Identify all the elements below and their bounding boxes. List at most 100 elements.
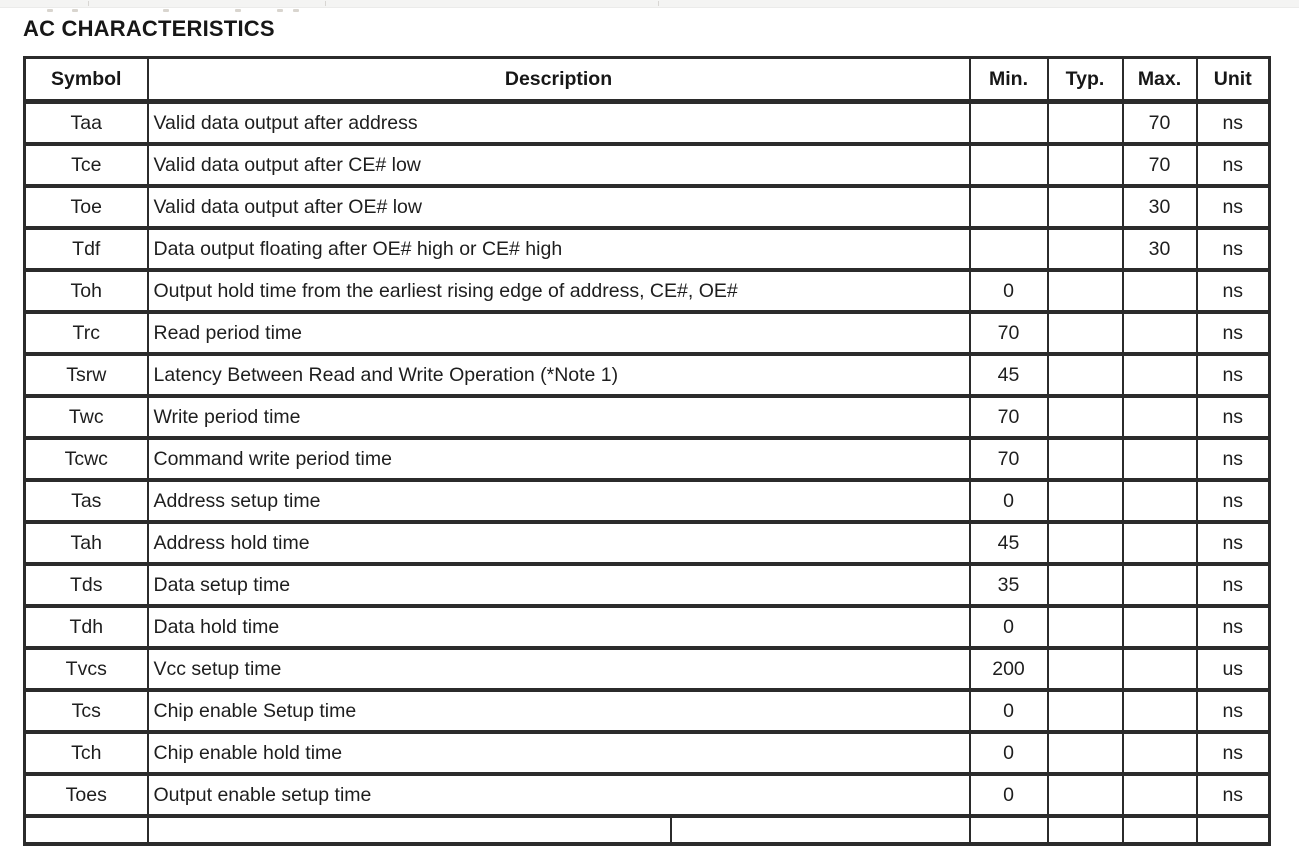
symbol-cell: Tcs <box>23 689 149 734</box>
table-row: Tcs Chip enable Setup time 0 ns <box>23 689 1271 734</box>
table-row: Tas Address setup time 0 ns <box>23 479 1271 524</box>
unit-cell: ns <box>1195 563 1271 608</box>
min-cell: 45 <box>968 353 1049 398</box>
unit-cell: ns <box>1195 731 1271 776</box>
typ-cell <box>1046 605 1124 650</box>
typ-cell <box>1046 689 1124 734</box>
description-cell: Chip enable hold time <box>146 731 971 776</box>
table-row: Toh Output hold time from the earliest r… <box>23 269 1271 314</box>
table-row: Taa Valid data output after address 70 n… <box>23 100 1271 146</box>
symbol-cell: Tdf <box>23 227 149 272</box>
scan-artifact <box>72 9 78 12</box>
symbol-cell: Tsrw <box>23 353 149 398</box>
ac-characteristics-table: Symbol Description Min. Typ. Max. Unit T… <box>23 56 1271 846</box>
typ-cell <box>1046 521 1124 566</box>
min-cell: 70 <box>968 395 1049 440</box>
table-row: Tch Chip enable hold time 0 ns <box>23 731 1271 776</box>
unit-cell: ns <box>1195 605 1271 650</box>
unit-cell: ns <box>1195 479 1271 524</box>
page-top-strip <box>0 0 1299 8</box>
scan-artifact <box>293 9 299 12</box>
table-row: Tah Address hold time 45 ns <box>23 521 1271 566</box>
description-cell: Write period time <box>146 395 971 440</box>
typ-cell <box>1046 353 1124 398</box>
max-cell <box>1121 605 1198 650</box>
max-cell <box>1121 269 1198 314</box>
max-cell <box>1121 731 1198 776</box>
description-cell: Output hold time from the earliest risin… <box>146 269 971 314</box>
typ-cell <box>1046 227 1124 272</box>
max-cell <box>1121 521 1198 566</box>
typ-cell <box>1046 100 1124 146</box>
max-cell <box>1121 815 1198 846</box>
symbol-cell: Tdh <box>23 605 149 650</box>
scan-artifact <box>277 9 283 12</box>
symbol-cell: Tch <box>23 731 149 776</box>
min-cell <box>968 100 1049 146</box>
max-cell: 30 <box>1121 185 1198 230</box>
typ-cell <box>1046 773 1124 818</box>
min-cell <box>968 815 1049 846</box>
unit-cell: ns <box>1195 521 1271 566</box>
table-row: Tdh Data hold time 0 ns <box>23 605 1271 650</box>
col-header-symbol: Symbol <box>23 56 149 104</box>
description-cell: Read period time <box>146 311 971 356</box>
table-row: Tsrw Latency Between Read and Write Oper… <box>23 353 1271 398</box>
description-cell: Valid data output after address <box>146 100 971 146</box>
table-row-partial-clipped <box>23 815 1271 846</box>
description-cell: Latency Between Read and Write Operation… <box>146 353 971 398</box>
symbol-cell: Tah <box>23 521 149 566</box>
max-cell <box>1121 479 1198 524</box>
scan-artifact <box>658 1 659 6</box>
min-cell: 0 <box>968 773 1049 818</box>
unit-cell: ns <box>1195 311 1271 356</box>
symbol-cell: Tcwc <box>23 437 149 482</box>
table-row: Twc Write period time 70 ns <box>23 395 1271 440</box>
unit-cell: ns <box>1195 143 1271 188</box>
typ-cell <box>1046 395 1124 440</box>
unit-cell: ns <box>1195 689 1271 734</box>
typ-cell <box>1046 731 1124 776</box>
min-cell <box>968 143 1049 188</box>
description-cell: Data hold time <box>146 605 971 650</box>
scan-artifact <box>163 9 169 12</box>
scan-artifact <box>325 1 326 6</box>
col-header-unit: Unit <box>1195 56 1271 104</box>
min-cell: 0 <box>968 605 1049 650</box>
symbol-cell <box>23 815 149 846</box>
max-cell <box>1121 353 1198 398</box>
min-cell: 0 <box>968 269 1049 314</box>
min-cell: 70 <box>968 311 1049 356</box>
unit-cell: ns <box>1195 773 1271 818</box>
unit-cell: us <box>1195 647 1271 692</box>
max-cell <box>1121 395 1198 440</box>
symbol-cell: Tds <box>23 563 149 608</box>
max-cell <box>1121 311 1198 356</box>
max-cell: 70 <box>1121 100 1198 146</box>
typ-cell <box>1046 815 1124 846</box>
max-cell: 70 <box>1121 143 1198 188</box>
cell-divider <box>669 818 672 840</box>
unit-cell: ns <box>1195 100 1271 146</box>
description-cell: Data setup time <box>146 563 971 608</box>
col-header-min: Min. <box>968 56 1049 104</box>
min-cell: 0 <box>968 731 1049 776</box>
description-cell: Address hold time <box>146 521 971 566</box>
symbol-cell: Trc <box>23 311 149 356</box>
max-cell <box>1121 689 1198 734</box>
unit-cell <box>1195 815 1271 846</box>
table-row: Tdf Data output floating after OE# high … <box>23 227 1271 272</box>
typ-cell <box>1046 437 1124 482</box>
table-row: Toes Output enable setup time 0 ns <box>23 773 1271 818</box>
table-row: Trc Read period time 70 ns <box>23 311 1271 356</box>
description-cell: Valid data output after CE# low <box>146 143 971 188</box>
symbol-cell: Toes <box>23 773 149 818</box>
unit-cell: ns <box>1195 437 1271 482</box>
min-cell: 0 <box>968 689 1049 734</box>
unit-cell: ns <box>1195 185 1271 230</box>
scan-artifact <box>235 9 241 12</box>
scan-artifact <box>47 9 53 12</box>
col-header-max: Max. <box>1121 56 1198 104</box>
table-row: Tds Data setup time 35 ns <box>23 563 1271 608</box>
